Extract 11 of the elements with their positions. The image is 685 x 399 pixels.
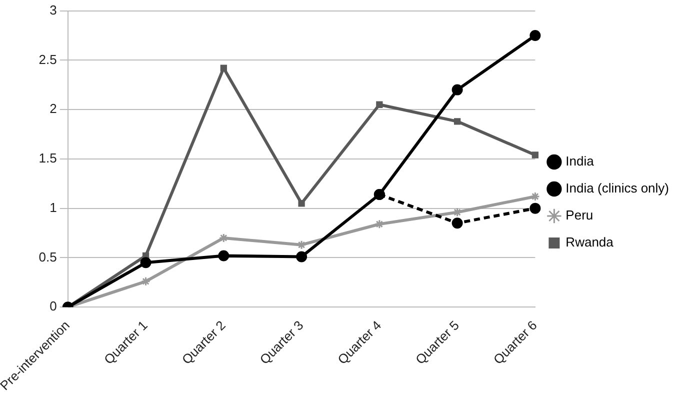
y-tick-label: 1 — [50, 200, 57, 215]
y-tick-label: 2 — [50, 101, 57, 116]
y-tick-label: 2.5 — [38, 52, 57, 67]
legend-label: India (clinics only) — [566, 180, 670, 196]
legend-label: India — [566, 154, 595, 169]
legend-label: Peru — [566, 208, 594, 223]
y-tick-label: 3 — [50, 2, 57, 18]
y-tick-label: 0.5 — [38, 249, 57, 264]
legend-label: Rwanda — [566, 234, 614, 250]
y-tick-label: 1.5 — [38, 150, 57, 166]
y-tick-label: 0 — [50, 298, 57, 314]
